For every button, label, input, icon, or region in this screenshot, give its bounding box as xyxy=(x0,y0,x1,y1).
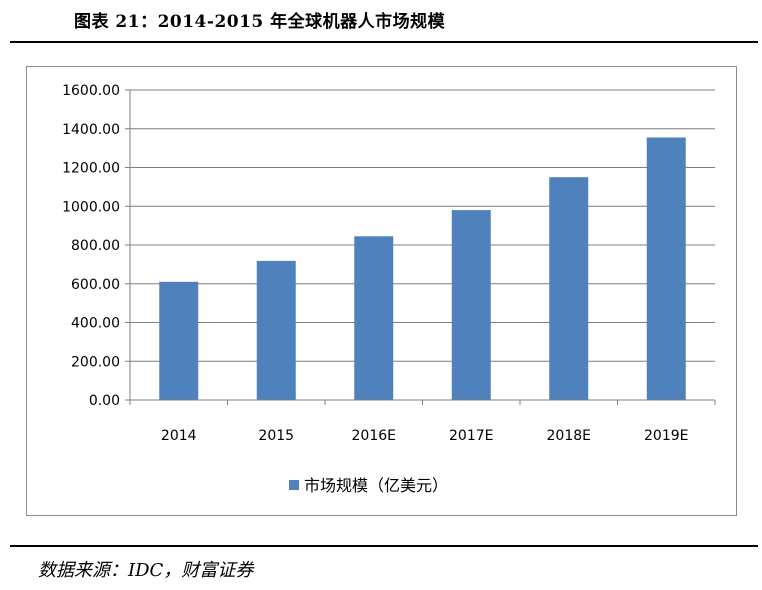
figure-title: 图表 21：2014-2015 年全球机器人市场规模 xyxy=(74,12,446,32)
bar-2019E xyxy=(646,137,686,400)
y-tick-label: 1400.00 xyxy=(62,122,120,138)
chart-frame xyxy=(26,66,737,516)
x-tick-labels: 2014 2015 2016E 2017E 2018E 2019E xyxy=(161,428,689,444)
y-tick-label: 400.00 xyxy=(71,316,120,332)
legend-swatch xyxy=(289,480,299,490)
legend-label: 市场规模（亿美元） xyxy=(304,476,448,495)
top-rule xyxy=(10,41,758,43)
bottom-rule xyxy=(10,545,758,547)
bar-2018E xyxy=(549,177,589,400)
y-tick-label: 1000.00 xyxy=(62,199,120,215)
x-tick-label: 2014 xyxy=(161,428,197,444)
y-tick-label: 600.00 xyxy=(71,277,120,293)
x-tick-label: 2016E xyxy=(352,428,396,444)
y-tick-label: 0.00 xyxy=(89,393,120,409)
y-tick-label: 1600.00 xyxy=(62,83,120,99)
axes xyxy=(125,89,716,405)
bar-2017E xyxy=(451,210,491,400)
x-tick-label: 2015 xyxy=(258,428,294,444)
y-tick-labels: 0.00 200.00 400.00 600.00 800.00 1000.00 1200.… xyxy=(62,83,120,409)
x-tick-label: 2018E xyxy=(547,428,591,444)
gridlines xyxy=(130,89,715,362)
y-tick-label: 1200.00 xyxy=(62,161,120,177)
x-tick-label: 2017E xyxy=(449,428,493,444)
bar-2016E xyxy=(354,236,394,400)
y-tick-label: 800.00 xyxy=(71,238,120,254)
y-tick-label: 200.00 xyxy=(71,354,120,370)
x-tick-label: 2019E xyxy=(644,428,688,444)
bars xyxy=(159,137,686,400)
bar-2015 xyxy=(256,260,296,400)
bar-2014 xyxy=(159,281,199,400)
source-note: 数据来源：IDC，财富证券 xyxy=(38,560,254,581)
legend: 市场规模（亿美元） xyxy=(289,476,448,495)
